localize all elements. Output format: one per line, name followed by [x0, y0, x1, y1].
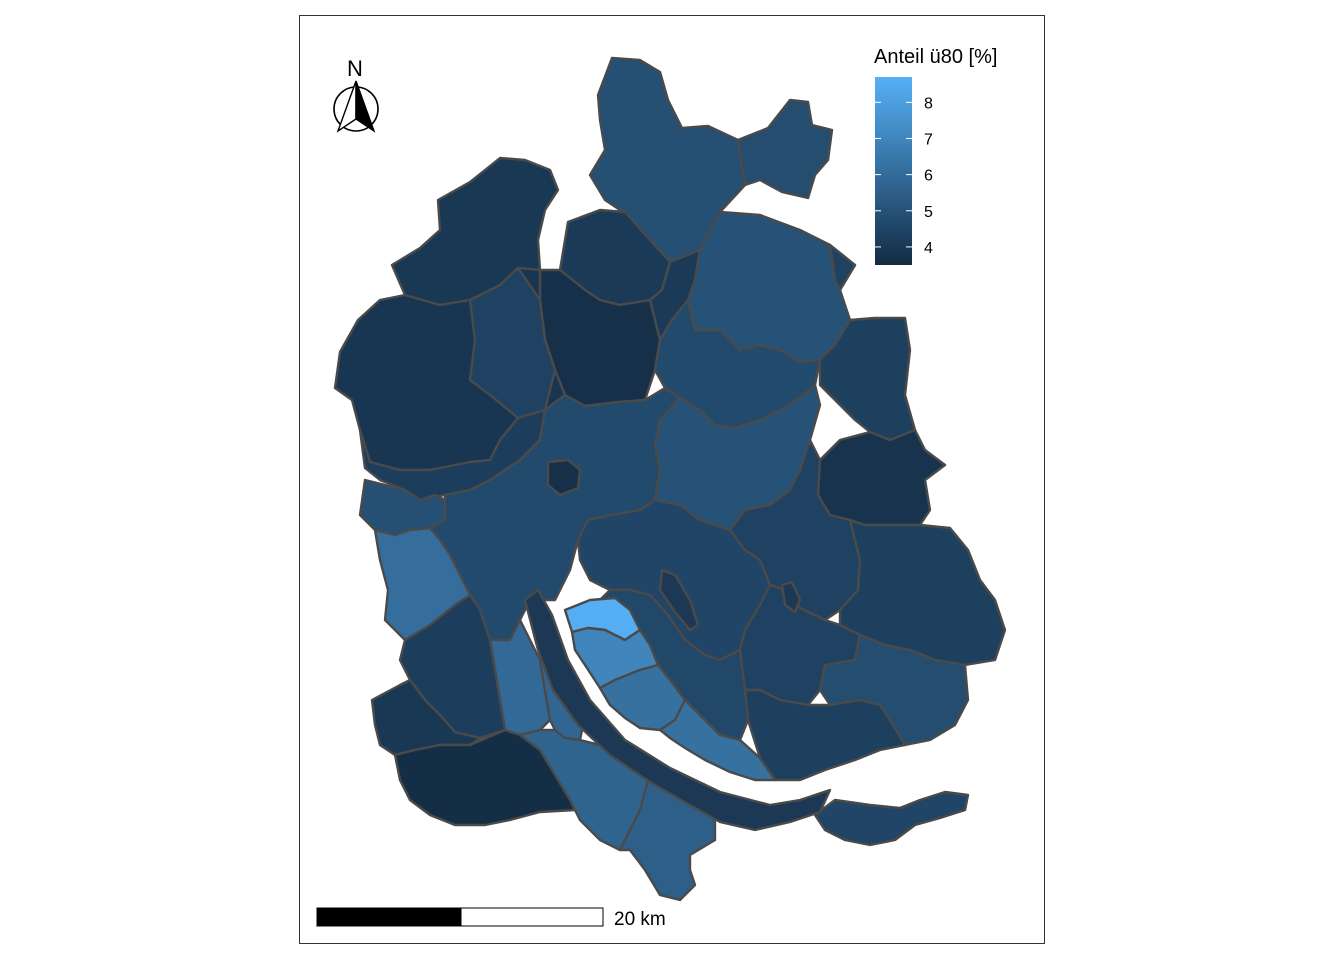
scale-bar: 20 km [316, 907, 666, 930]
region-north-east-lobe [736, 98, 834, 200]
legend-tick-label: 8 [924, 95, 933, 112]
region-west-middle [468, 266, 557, 420]
lake-pfaeffikersee [780, 580, 802, 614]
scale-bar-label: 20 km [614, 909, 666, 930]
north-arrow-letter: N [347, 56, 363, 81]
region-far-south-east [813, 790, 970, 847]
scale-bar-white-segment [460, 907, 604, 927]
north-arrow-right-half [355, 80, 376, 133]
region-lake-shore-band [658, 698, 777, 782]
region-south-east-tip [828, 243, 857, 292]
legend-colorbar [875, 77, 912, 265]
legend-tick-label: 5 [924, 204, 933, 221]
region-east-shore-lower [743, 688, 907, 782]
region-small-enclave [546, 458, 582, 497]
legend-tick-label: 4 [924, 240, 933, 257]
lake-greifensee [658, 568, 700, 632]
legend-title: Anteil ü80 [%] [874, 46, 997, 68]
legend-ticks: 8 7 6 5 4 [875, 95, 933, 257]
region-south-west-b [370, 678, 482, 757]
scale-bar-black-segment [316, 907, 462, 927]
region-south-east-large [838, 518, 1007, 667]
legend-tick-label: 7 [924, 131, 933, 148]
north-arrow: N [333, 56, 379, 133]
lakes [523, 568, 832, 832]
region-south-east-small [818, 633, 970, 747]
municipality-regions [333, 56, 1007, 902]
lake-zurich [523, 588, 832, 832]
legend-tick-label: 6 [924, 168, 933, 185]
legend: Anteil ü80 [%] 8 7 6 5 4 [874, 46, 997, 265]
